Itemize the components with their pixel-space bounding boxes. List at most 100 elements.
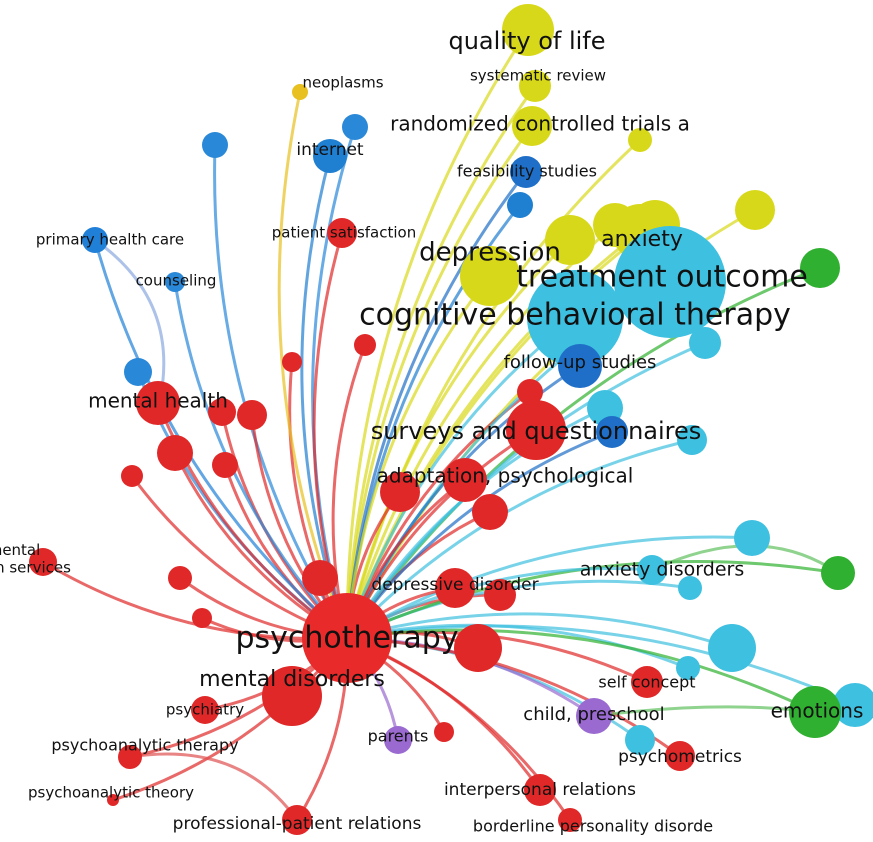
node-label: mental disorders <box>199 667 385 692</box>
node <box>558 808 582 832</box>
edge <box>346 535 753 640</box>
node <box>484 579 516 611</box>
node <box>434 722 454 742</box>
node-label: systematic review <box>470 67 606 85</box>
node <box>596 416 628 448</box>
labels: quality of life systematic review randomiz… <box>0 27 863 836</box>
edge <box>346 624 856 707</box>
node <box>208 398 236 426</box>
node-label: counseling <box>136 272 217 290</box>
node <box>734 520 770 556</box>
node <box>510 156 542 188</box>
node <box>576 698 612 734</box>
node <box>165 272 185 292</box>
node <box>380 472 420 512</box>
node-label: interpersonal relations <box>444 780 636 800</box>
node <box>282 352 302 372</box>
node-label: patient satisfaction <box>272 224 416 242</box>
node-label: psychoanalytic theory <box>28 784 194 802</box>
node-label: child, preschool <box>523 704 664 725</box>
edge <box>94 238 166 401</box>
node <box>118 745 142 769</box>
node <box>545 215 595 265</box>
node-label: self concept <box>598 673 695 692</box>
node <box>168 566 192 590</box>
edge <box>346 628 816 714</box>
node <box>665 741 695 771</box>
node <box>435 568 475 608</box>
node <box>454 624 502 672</box>
node-label: psychotherapy <box>235 621 458 656</box>
node <box>313 139 347 173</box>
node-label: professional-patient relations <box>173 814 422 834</box>
node <box>124 358 152 386</box>
node <box>443 458 487 502</box>
node-label: follow-up studies <box>504 352 657 373</box>
node-label: neoplasms <box>302 74 383 92</box>
node-label: mental health <box>88 389 228 413</box>
node-label: randomized controlled trials a <box>390 112 690 136</box>
node <box>191 696 219 724</box>
node <box>472 494 508 530</box>
node <box>800 248 840 288</box>
node-label: emotions <box>771 699 864 723</box>
node <box>302 560 338 596</box>
node-label: cognitive behavioral therapy <box>359 298 791 333</box>
node-label: psychoanalytic therapy <box>51 736 238 755</box>
node <box>631 666 663 698</box>
node-label: feasibility studies <box>457 162 597 181</box>
node <box>292 84 308 100</box>
node <box>625 725 655 755</box>
node <box>202 132 228 158</box>
node-label: depression <box>419 238 561 268</box>
node-label: depressive disorder <box>371 575 538 595</box>
node <box>121 465 143 487</box>
node <box>558 344 602 388</box>
node-label: quality of life <box>448 27 605 55</box>
node <box>506 400 566 460</box>
node <box>29 548 57 576</box>
edge <box>345 85 537 639</box>
nodes <box>29 4 841 835</box>
node-label: internet <box>296 140 364 160</box>
node-label: surveys and questionnaires <box>371 417 702 445</box>
node <box>517 379 543 405</box>
label-line: health services <box>0 558 71 576</box>
node <box>327 218 357 248</box>
node <box>628 128 652 152</box>
node <box>82 227 108 253</box>
node-label: adaptation, psychological <box>377 464 634 488</box>
label-line: mental <box>0 541 40 559</box>
node <box>107 794 119 806</box>
node <box>524 774 556 806</box>
node <box>519 70 551 102</box>
node <box>789 686 841 738</box>
node <box>678 576 702 600</box>
node <box>614 226 726 338</box>
edge <box>346 612 733 650</box>
node <box>507 192 533 218</box>
node <box>689 327 721 359</box>
node <box>302 593 392 683</box>
node <box>192 608 212 628</box>
node-label: anxiety disorders <box>580 559 744 581</box>
edge <box>345 341 706 639</box>
node <box>735 190 775 230</box>
node <box>237 400 267 430</box>
node <box>157 435 193 471</box>
node-label: borderline personality disorde <box>473 817 713 836</box>
node-label: parents <box>368 727 429 746</box>
node <box>502 4 554 56</box>
edge <box>345 430 613 639</box>
node-label: primary health care <box>36 231 184 249</box>
node <box>460 246 520 306</box>
node <box>821 556 855 590</box>
node <box>282 805 312 835</box>
node-label: psychometrics <box>618 747 742 767</box>
edge <box>129 752 299 821</box>
edge <box>345 238 572 639</box>
node <box>384 726 412 754</box>
edge <box>345 29 530 639</box>
node <box>833 683 873 727</box>
